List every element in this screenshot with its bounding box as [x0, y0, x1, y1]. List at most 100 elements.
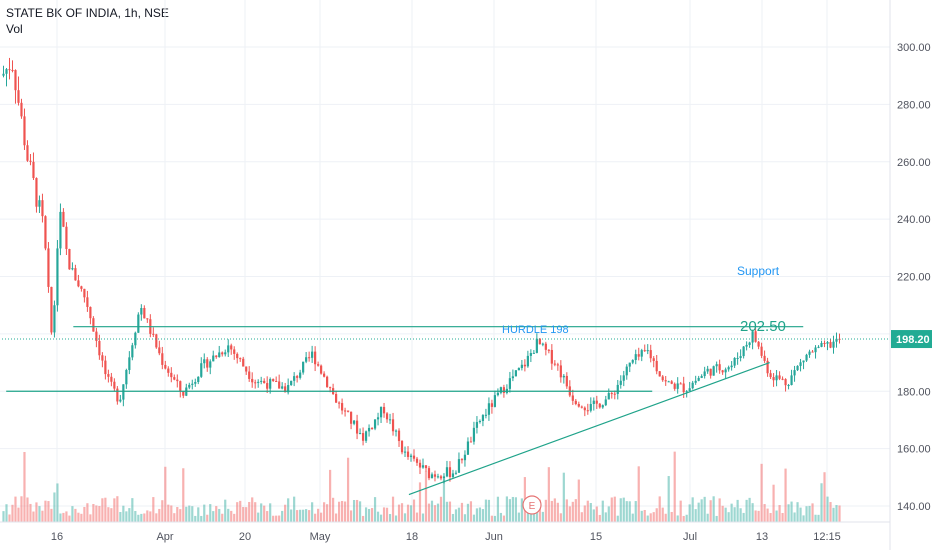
candle-body: [718, 364, 721, 371]
x-tick-label: 16: [51, 531, 63, 543]
candle-body: [517, 368, 520, 371]
volume-bar: [20, 496, 23, 522]
volume-bar: [628, 501, 631, 522]
volume-bar: [340, 500, 344, 522]
volume-bar: [433, 505, 437, 522]
candle-body: [167, 368, 170, 373]
volume-bar: [820, 483, 823, 522]
volume-bar: [688, 504, 691, 522]
volume-bar: [376, 511, 380, 522]
x-tick-label: 18: [406, 531, 418, 543]
volume-bar: [430, 500, 434, 522]
volume-bar: [676, 515, 679, 522]
volume-bar: [260, 503, 263, 522]
candle-body: [649, 350, 652, 359]
candle-body: [212, 355, 215, 362]
candle-body: [724, 369, 727, 373]
candle-body: [5, 69, 8, 74]
candle-body: [197, 376, 200, 383]
candle-body: [257, 381, 260, 383]
volume-bar: [661, 507, 664, 522]
candle-body: [775, 375, 778, 381]
candle-body: [487, 403, 491, 415]
candle-body: [529, 353, 532, 356]
volume-bar: [266, 511, 269, 522]
volume-bar: [29, 503, 32, 522]
volume-bar: [308, 510, 311, 522]
candle-body: [266, 383, 269, 389]
volume-bar: [167, 504, 170, 522]
volume-bar: [829, 502, 832, 522]
volume-bar: [766, 508, 769, 522]
candle-body: [631, 360, 634, 363]
candle-body: [418, 462, 422, 468]
volume-bar: [514, 497, 517, 522]
candle-body: [679, 383, 682, 385]
candles: [2, 57, 841, 484]
candle-body: [239, 358, 242, 360]
volume-bar: [59, 513, 62, 522]
volume-bar: [379, 514, 383, 522]
volume-bar: [137, 514, 140, 522]
volume-bar: [293, 496, 296, 522]
candle-body: [829, 342, 832, 348]
candle-body: [808, 351, 811, 355]
volume-bar: [215, 506, 218, 522]
candle-body: [697, 377, 700, 381]
volume-bar: [89, 514, 92, 522]
candle-body: [104, 360, 107, 375]
candle-body: [179, 381, 182, 392]
candle-body: [712, 366, 715, 376]
volume-bar: [790, 501, 793, 522]
volume-bar: [406, 504, 410, 522]
candle-body: [625, 366, 628, 376]
volume-bar: [613, 496, 616, 522]
candle-body: [592, 400, 595, 405]
candle-body: [242, 358, 245, 367]
candle-body: [409, 455, 413, 457]
volume-bar: [721, 505, 724, 522]
volume-bar: [275, 515, 278, 522]
volume-bar: [619, 498, 622, 522]
volume-bar: [197, 507, 200, 522]
candle-body: [805, 354, 808, 361]
volume-bar: [302, 509, 305, 522]
candle-body: [74, 268, 77, 281]
volume-bar: [224, 499, 227, 522]
candle-body: [245, 366, 248, 372]
volume-bar: [670, 511, 673, 522]
volume-bar: [164, 466, 167, 522]
volume-bar: [263, 505, 266, 522]
volume-bar: [544, 499, 547, 522]
candle-body: [173, 377, 176, 380]
volume-bar: [475, 508, 479, 522]
volume-bar: [62, 512, 65, 522]
candle-body: [613, 393, 616, 395]
volume-bar: [625, 501, 628, 522]
volume-bar: [140, 513, 143, 522]
volume-bar: [409, 505, 413, 522]
volume-bar: [664, 513, 667, 522]
volume-bar: [739, 508, 742, 522]
volume-bar: [391, 496, 395, 522]
volume-bar: [487, 499, 491, 522]
volume-bar: [508, 499, 511, 522]
volume-bar: [598, 514, 601, 522]
volume-bar: [227, 508, 230, 522]
candle-body: [83, 288, 86, 298]
candle-body: [412, 455, 416, 459]
volume-bar: [424, 470, 428, 522]
y-tick-label: 300.00: [897, 42, 931, 54]
candle-body: [80, 286, 83, 289]
candle-body: [541, 343, 544, 345]
candle-body: [514, 370, 517, 377]
candle-body: [355, 420, 359, 434]
candle-body: [664, 380, 667, 382]
volume-bar: [373, 497, 377, 522]
candle-body: [305, 357, 308, 362]
candle-body: [673, 383, 676, 389]
candle-body: [535, 338, 538, 353]
candle-body: [290, 380, 293, 386]
volume-indicator-label[interactable]: Vol: [6, 22, 23, 36]
